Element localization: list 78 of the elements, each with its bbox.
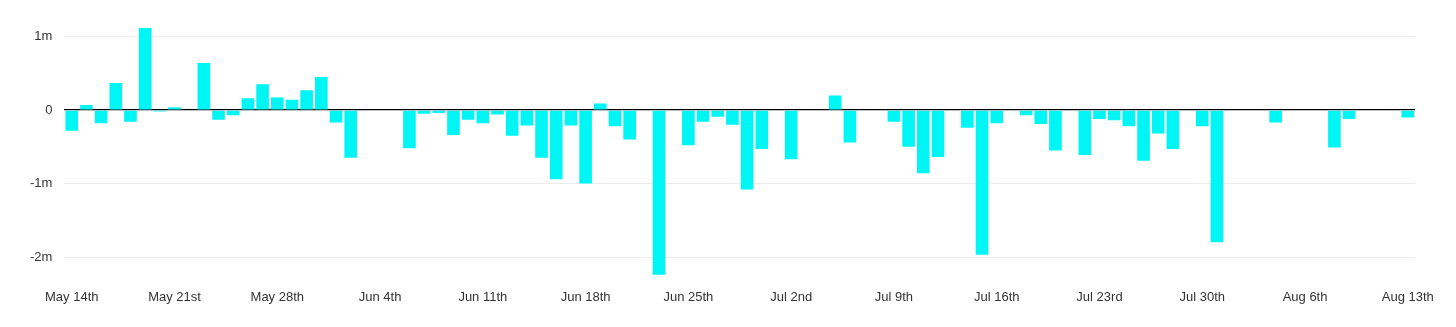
bar <box>505 110 519 136</box>
bar <box>256 84 269 110</box>
bar <box>1328 110 1341 148</box>
bar <box>270 97 284 110</box>
bar <box>755 110 769 150</box>
bar <box>623 110 636 140</box>
bar <box>1166 110 1180 150</box>
bar <box>520 110 534 126</box>
bar <box>241 98 255 110</box>
y-tick-label: -2m <box>30 248 53 264</box>
bar <box>1137 110 1150 161</box>
bar <box>887 110 901 122</box>
bar <box>682 110 695 146</box>
x-tick-label: Jun 25th <box>663 288 714 304</box>
bar <box>329 110 343 123</box>
bar <box>80 104 93 110</box>
bar <box>65 110 79 131</box>
y-tick-label: -1m <box>30 175 53 191</box>
x-tick-label: May 14th <box>44 288 99 304</box>
bar <box>975 110 989 255</box>
bar <box>315 77 328 110</box>
x-tick-label: May 28th <box>250 288 305 304</box>
bar <box>1049 110 1062 151</box>
bar <box>843 110 857 143</box>
bar <box>593 103 607 110</box>
bar <box>564 110 578 126</box>
x-tick-label: May 21st <box>148 288 202 304</box>
bar <box>711 110 725 117</box>
bar <box>1122 110 1136 127</box>
bar <box>990 110 1004 124</box>
x-tick-label: Jun 4th <box>358 288 402 304</box>
bar <box>902 110 915 147</box>
bar <box>549 110 563 180</box>
x-tick-label: Jun 18th <box>560 288 611 304</box>
bar <box>124 110 137 122</box>
bar <box>1195 110 1209 127</box>
bar <box>652 110 666 275</box>
bar <box>109 82 123 110</box>
x-tick-label: Jul 30th <box>1179 288 1226 304</box>
bar <box>726 110 739 125</box>
bar <box>740 110 754 190</box>
x-tick-label: Jul 2nd <box>770 288 813 304</box>
x-tick-label: Jun 11th <box>458 288 508 304</box>
bar <box>931 110 945 158</box>
bar <box>579 110 592 184</box>
bar <box>138 27 152 110</box>
bar <box>608 110 622 127</box>
bar <box>1078 110 1092 155</box>
bar <box>696 110 710 122</box>
bar <box>1342 110 1356 119</box>
bar <box>916 110 930 174</box>
bar <box>1093 110 1106 119</box>
x-tick-label: Aug 6th <box>1282 288 1328 304</box>
x-tick-label: Aug 13th <box>1381 288 1434 304</box>
bar <box>344 110 358 158</box>
x-tick-label: Jul 16th <box>973 288 1020 304</box>
x-tick-label: Jul 23rd <box>1076 288 1123 304</box>
bar <box>828 95 842 110</box>
bar <box>1210 110 1224 243</box>
y-tick-label: 0 <box>45 101 53 117</box>
bar <box>1269 110 1282 123</box>
bar <box>961 110 974 128</box>
bar <box>212 110 225 120</box>
bar <box>226 110 240 116</box>
bar <box>1034 110 1048 125</box>
bar <box>535 110 548 158</box>
bar <box>784 110 798 160</box>
bar <box>417 110 431 114</box>
bar <box>403 110 416 149</box>
bar <box>461 110 475 120</box>
bar <box>1151 110 1165 134</box>
bar <box>94 110 108 124</box>
x-tick-label: Jul 9th <box>874 288 914 304</box>
bar <box>476 110 490 124</box>
bar <box>447 110 460 136</box>
bar <box>197 63 211 110</box>
y-tick-label: 1m <box>34 28 53 44</box>
bar <box>300 90 313 110</box>
